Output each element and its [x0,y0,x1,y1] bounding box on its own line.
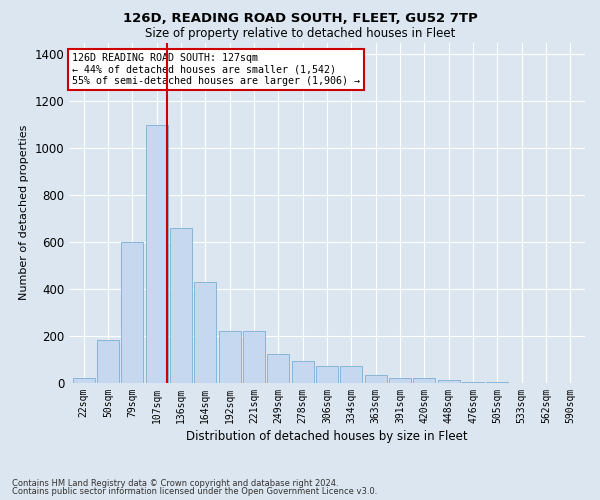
Bar [268,354,289,382]
Bar [218,331,241,382]
Bar [73,378,95,382]
Text: 126D READING ROAD SOUTH: 127sqm
← 44% of detached houses are smaller (1,542)
55%: 126D READING ROAD SOUTH: 127sqm ← 44% of… [71,52,359,86]
Text: 126D, READING ROAD SOUTH, FLEET, GU52 7TP: 126D, READING ROAD SOUTH, FLEET, GU52 7T… [122,12,478,26]
Bar [170,228,192,382]
Bar [194,282,216,382]
Text: Contains public sector information licensed under the Open Government Licence v3: Contains public sector information licen… [12,487,377,496]
X-axis label: Distribution of detached houses by size in Fleet: Distribution of detached houses by size … [186,430,468,442]
Bar [243,331,265,382]
Bar [413,378,436,382]
Bar [340,366,362,382]
Bar [146,124,167,382]
Bar [365,376,386,382]
Text: Size of property relative to detached houses in Fleet: Size of property relative to detached ho… [145,28,455,40]
Bar [438,380,460,382]
Y-axis label: Number of detached properties: Number of detached properties [19,125,29,300]
Bar [121,242,143,382]
Bar [389,378,411,382]
Text: Contains HM Land Registry data © Crown copyright and database right 2024.: Contains HM Land Registry data © Crown c… [12,478,338,488]
Bar [292,362,314,382]
Bar [316,366,338,382]
Bar [97,340,119,382]
